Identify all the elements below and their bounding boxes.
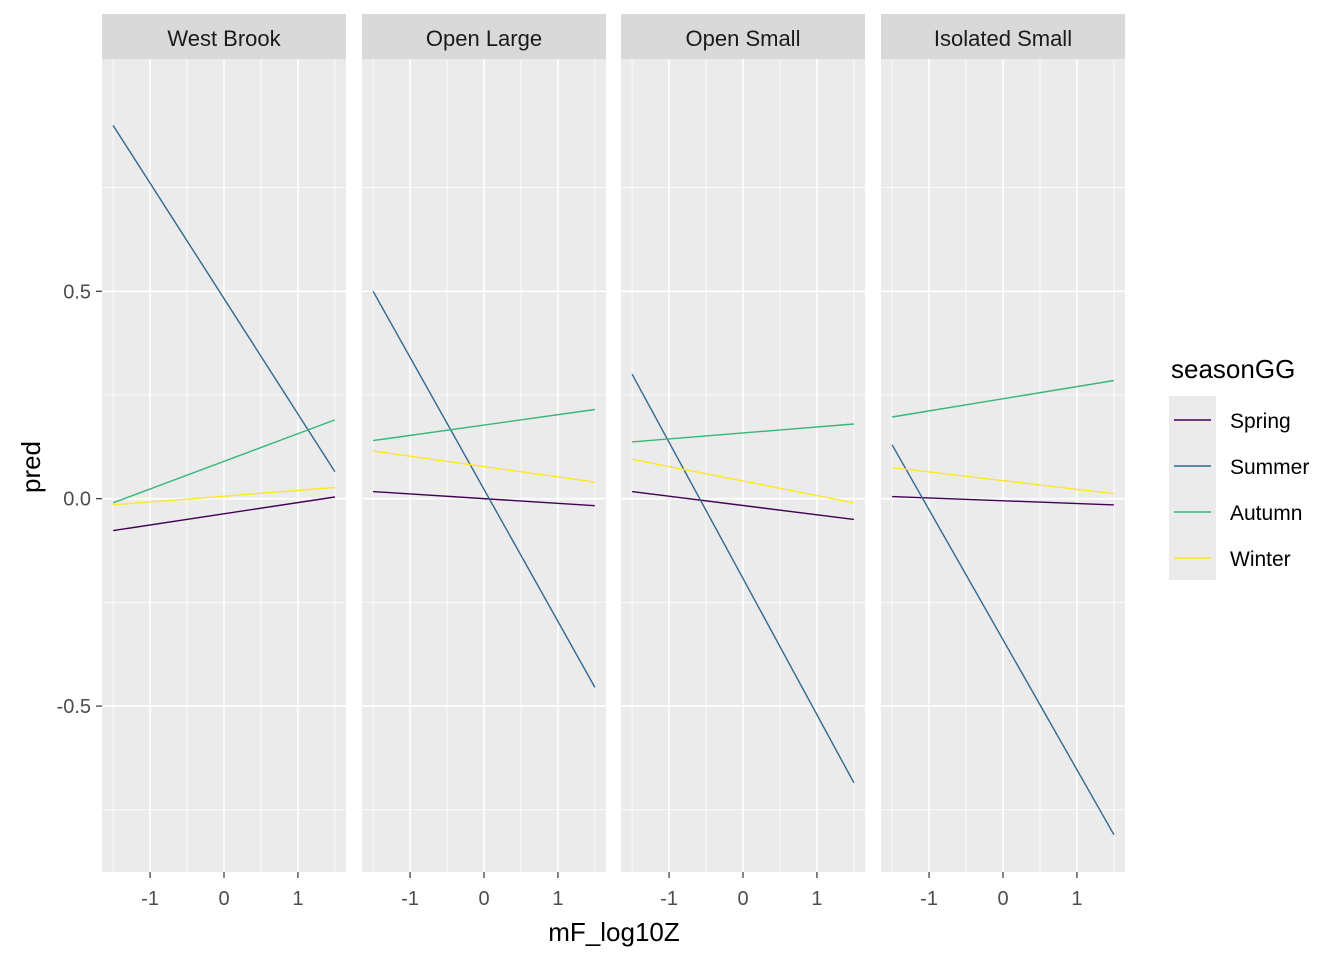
series-line-spring [112,496,336,532]
legend-label: Autumn [1230,502,1302,525]
x-tick-label: -1 [401,888,419,910]
x-tick-label: 1 [811,888,822,910]
series-line-autumn [891,379,1115,418]
series-line-autumn [373,408,595,442]
series-line-spring [892,495,1114,506]
x-tick-label: 1 [1071,888,1082,910]
series-line-winter [631,458,855,504]
legend-label: Summer [1230,456,1309,479]
facet-strip [362,14,606,59]
series-line-summer [112,125,336,473]
x-tick-label: -1 [660,888,678,910]
series-line-summer [372,290,596,688]
facet-strip-label: West Brook [167,26,281,51]
series-line-autumn [112,419,336,504]
x-tick-label: 1 [292,888,303,910]
series-line-spring [373,490,595,507]
x-axis-title: mF_log10Z [548,917,680,947]
series-line-spring [632,490,854,521]
legend-label: Winter [1230,548,1291,571]
facet-panel: Open Small -1 0 1 [621,14,865,910]
y-tick-label: 0.5 [63,281,91,303]
x-tick-label: 0 [997,888,1008,910]
legend-label: Spring [1230,410,1291,433]
facet-panel: West Brook -1 0 1 [102,14,346,910]
y-tick-label: -0.5 [57,696,91,718]
facet-panel: Open Large -1 0 1 [362,14,606,910]
y-tick-label: 0.0 [63,489,91,511]
x-tick-label: 0 [478,888,489,910]
x-tick-label: 0 [218,888,229,910]
facet-panel: Isolated Small -1 0 1 [881,14,1125,910]
series-line-summer [631,373,855,784]
x-tick-label: -1 [141,888,159,910]
panels: West Brook -1 0 1 Open Large -1 0 1 Open Small -1… [102,14,1125,910]
x-tick-label: 1 [552,888,563,910]
facet-strip-label: Open Large [426,26,542,51]
series-line-winter [892,466,1114,495]
x-tick-label: -1 [920,888,938,910]
facet-strip [881,14,1125,59]
legend-background [1169,396,1216,580]
facet-strip [621,14,865,59]
series-line-winter [373,450,595,483]
facet-strip [102,14,346,59]
y-axis: -0.5 0.0 0.5 [57,281,102,718]
y-axis-title: pred [16,441,46,493]
series-line-autumn [632,423,854,443]
x-tick-label: 0 [737,888,748,910]
legend-title: seasonGG [1171,354,1295,384]
series-line-winter [113,486,335,506]
series-line-summer [891,444,1115,836]
facet-strip-label: Isolated Small [934,26,1072,51]
legend: seasonGG Spring Summer Autumn Winter [1169,354,1309,580]
facet-strip-label: Open Small [686,26,801,51]
